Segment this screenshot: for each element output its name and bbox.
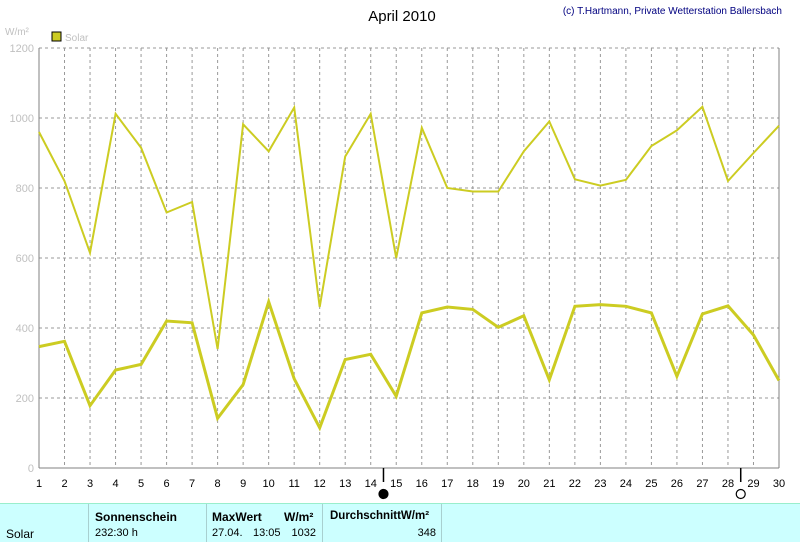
x-tick-label: 4 xyxy=(112,478,118,490)
x-tick-label: 28 xyxy=(722,478,734,490)
max-cell: MaxWert W/m² 27.04. 13:05 1032 xyxy=(206,504,323,542)
x-tick-label: 29 xyxy=(747,478,759,490)
x-tick-label: 3 xyxy=(87,478,93,490)
x-tick-label: 26 xyxy=(671,478,683,490)
full-moon-icon xyxy=(735,488,746,500)
solar-chart: April 2010 (c) T.Hartmann, Private Wette… xyxy=(5,6,785,500)
x-tick-label: 21 xyxy=(543,478,555,490)
x-tick-label: 30 xyxy=(773,478,785,490)
sunshine-value: 232:30 h xyxy=(95,527,138,539)
sunshine-cell: Sonnenschein 232:30 h xyxy=(88,504,207,542)
x-tick-label: 1 xyxy=(36,478,42,490)
x-tick-label: 10 xyxy=(263,478,275,490)
y-tick-label: 800 xyxy=(16,183,34,195)
y-tick-label: 600 xyxy=(16,253,34,265)
x-tick-label: 13 xyxy=(339,478,351,490)
x-tick-label: 14 xyxy=(365,478,377,490)
x-tick-label: 2 xyxy=(61,478,67,490)
chart-title: April 2010 xyxy=(368,8,436,25)
max-time: 13:05 xyxy=(253,527,281,539)
series-line-maximum xyxy=(38,104,780,350)
max-header: MaxWert xyxy=(212,510,262,524)
x-tick-label: 5 xyxy=(138,478,144,490)
x-tick-label: 22 xyxy=(569,478,581,490)
max-value: 1032 xyxy=(291,527,316,539)
y-tick-label: 400 xyxy=(16,323,34,335)
x-tick-label: 23 xyxy=(594,478,606,490)
x-tick-label: 20 xyxy=(518,478,530,490)
average-value: 348 xyxy=(417,527,436,539)
stats-row-label: Solar xyxy=(6,527,35,541)
x-tick-label: 8 xyxy=(215,478,221,490)
x-tick-label: 27 xyxy=(696,478,708,490)
sunshine-header: Sonnenschein xyxy=(95,510,178,524)
average-header: DurchschnittW/m² xyxy=(330,510,430,522)
statistics-panel: Solar Sonnenschein 232:30 h MaxWert W/m²… xyxy=(0,503,800,542)
legend-swatch xyxy=(51,31,62,42)
x-tick-label: 12 xyxy=(314,478,326,490)
y-tick-label: 1000 xyxy=(10,113,34,125)
x-tick-label: 24 xyxy=(620,478,632,490)
max-date: 27.04. xyxy=(212,527,243,539)
x-tick-label: 9 xyxy=(240,478,246,490)
stats-empty-cell xyxy=(441,504,800,542)
x-tick-label: 11 xyxy=(288,478,299,490)
legend-label: Solar xyxy=(65,33,89,44)
y-tick-label: 0 xyxy=(28,463,34,475)
x-tick-label: 25 xyxy=(645,478,657,490)
chart-credit: (c) T.Hartmann, Private Wetterstation Ba… xyxy=(563,6,782,17)
new-moon-icon xyxy=(378,488,389,500)
y-tick-label: 1200 xyxy=(10,43,34,55)
max-unit: W/m² xyxy=(284,510,314,524)
average-cell: DurchschnittW/m² 348 xyxy=(322,504,442,542)
x-tick-label: 6 xyxy=(164,478,170,490)
series-line-average xyxy=(38,296,781,432)
x-tick-label: 17 xyxy=(441,478,453,490)
x-tick-label: 19 xyxy=(492,478,504,490)
x-tick-label: 15 xyxy=(390,478,402,490)
y-tick-label: 200 xyxy=(16,393,34,405)
x-tick-label: 18 xyxy=(467,478,479,490)
y-axis-unit: W/m² xyxy=(5,27,30,38)
x-tick-label: 7 xyxy=(189,478,195,490)
x-tick-label: 16 xyxy=(416,478,428,490)
